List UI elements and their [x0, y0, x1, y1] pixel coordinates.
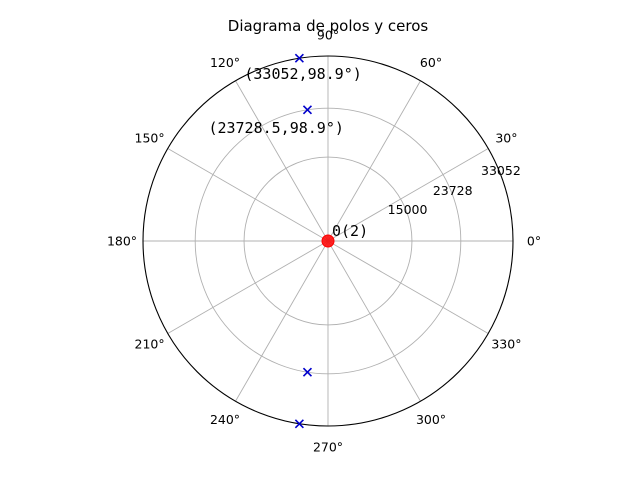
label-layer: 0° 30° 60° 90° 120° 150° 180° 210° 240° 270° 300° 3… — [107, 28, 541, 455]
grid-layer — [142, 55, 514, 427]
theta-grid-line — [327, 148, 489, 242]
point-annotation: 0(2) — [332, 222, 368, 240]
point-annotation: (33052,98.9°) — [244, 65, 361, 83]
theta-tick-label: 90° — [317, 28, 339, 43]
theta-tick-label: 150° — [135, 131, 165, 146]
pole-marker — [294, 419, 304, 429]
r-tick-label: 33052 — [481, 163, 521, 178]
theta-tick-label: 120° — [210, 55, 240, 70]
theta-grid-line — [327, 240, 489, 334]
theta-tick-label: 60° — [420, 55, 442, 70]
r-tick-label: 15000 — [388, 202, 428, 217]
theta-tick-label: 30° — [495, 131, 517, 146]
marker-layer — [294, 53, 335, 429]
theta-tick-label: 300° — [416, 412, 446, 427]
theta-tick-label: 0° — [527, 234, 541, 249]
polar-spine — [142, 55, 514, 427]
theta-grid-line — [327, 240, 421, 402]
zero-marker — [321, 234, 335, 248]
theta-tick-label: 330° — [491, 337, 521, 352]
theta-tick-label: 210° — [135, 337, 165, 352]
point-annotation: (23728.5,98.9°) — [208, 119, 343, 137]
pole-marker — [302, 367, 313, 377]
theta-tick-label: 270° — [313, 440, 343, 455]
theta-grid-line — [167, 240, 329, 334]
pole-marker — [302, 105, 313, 115]
pole-marker — [294, 53, 304, 63]
theta-tick-label: 240° — [210, 412, 240, 427]
annotation-layer: (33052,98.9°) (23728.5,98.9°) 0(2) — [208, 65, 368, 240]
theta-grid-line — [235, 80, 329, 242]
chart-title: Diagrama de polos y ceros — [228, 17, 429, 35]
r-tick-label: 23728 — [433, 183, 473, 198]
theta-grid-line — [235, 240, 329, 402]
theta-grid-line — [167, 148, 329, 242]
theta-grid-line — [327, 80, 421, 242]
theta-tick-label: 180° — [107, 234, 137, 249]
